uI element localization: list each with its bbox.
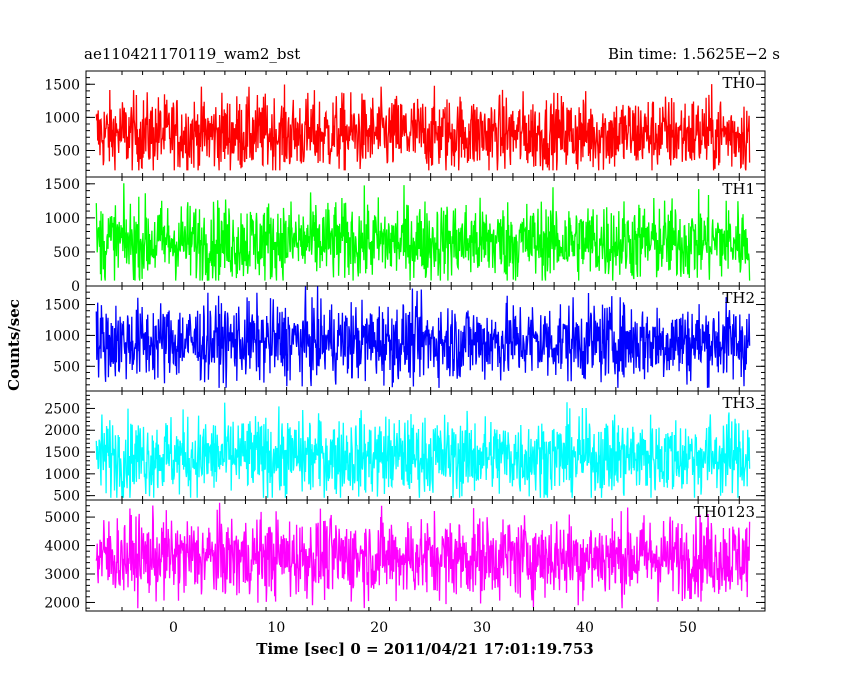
panel-label: TH2 xyxy=(722,289,755,307)
y-tick-label: 1500 xyxy=(44,445,80,461)
x-tick-label: 40 xyxy=(576,620,594,636)
x-tick-labels: 0 10 20 30 40 50 xyxy=(169,620,697,636)
series-line-th1 xyxy=(95,183,751,281)
x-tick-label: 50 xyxy=(679,620,697,636)
y-tick-label: 1500 xyxy=(44,77,80,93)
y-tick-label: 500 xyxy=(53,489,80,505)
y-tick-label: 1000 xyxy=(44,328,80,344)
panels: 500 1000 1500 TH0 0 500 1000 1500 TH1 500 1000 1500… xyxy=(44,70,766,612)
panel-label: TH0123 xyxy=(694,503,755,521)
series-line-th2 xyxy=(95,285,751,388)
y-tick-label: 0 xyxy=(71,279,80,295)
panel-th0123: 2000 3000 4000 5000 TH0123 xyxy=(44,499,766,612)
panel-frame xyxy=(85,499,766,612)
y-axis-label: Counts/sec xyxy=(5,299,23,391)
panel-th1: 0 500 1000 1500 TH1 xyxy=(44,176,766,295)
x-tick-label: 10 xyxy=(267,620,285,636)
y-tick-label: 1500 xyxy=(44,177,80,193)
x-axis-label: Time [sec] 0 = 2011/04/21 17:01:19.753 xyxy=(256,640,593,658)
y-tick-label: 1000 xyxy=(44,110,80,126)
series-line-th0 xyxy=(95,84,751,171)
series-line-th3 xyxy=(95,402,751,498)
x-tick-label: 0 xyxy=(169,620,178,636)
y-tick-label: 500 xyxy=(53,245,80,261)
chart-title: ae110421170119_wam2_bst xyxy=(84,45,300,63)
y-tick-label: 2000 xyxy=(44,595,80,611)
y-tick-label: 2500 xyxy=(44,401,80,417)
panel-th0: 500 1000 1500 TH0 xyxy=(44,70,766,178)
panel-label: TH3 xyxy=(722,394,755,412)
y-tick-label: 500 xyxy=(53,359,80,375)
y-tick-label: 500 xyxy=(53,144,80,160)
panel-label: TH0 xyxy=(722,74,755,92)
y-tick-label: 4000 xyxy=(44,539,80,555)
panel-th3: 500 1000 1500 2000 2500 TH3 xyxy=(44,390,766,505)
y-tick-label: 3000 xyxy=(44,567,80,583)
y-tick-label: 1000 xyxy=(44,211,80,227)
y-tick-label: 5000 xyxy=(44,510,80,526)
x-tick-label: 30 xyxy=(473,620,491,636)
x-tick-label: 20 xyxy=(370,620,388,636)
y-tick-label: 1000 xyxy=(44,467,80,483)
series-line-th0123 xyxy=(95,502,751,609)
panel-th2: 500 1000 1500 TH2 xyxy=(44,285,766,392)
y-tick-label: 1500 xyxy=(44,298,80,314)
y-tick-label: 2000 xyxy=(44,423,80,439)
panel-label: TH1 xyxy=(722,180,755,198)
bin-time-label: Bin time: 1.5625E−2 s xyxy=(608,45,780,63)
